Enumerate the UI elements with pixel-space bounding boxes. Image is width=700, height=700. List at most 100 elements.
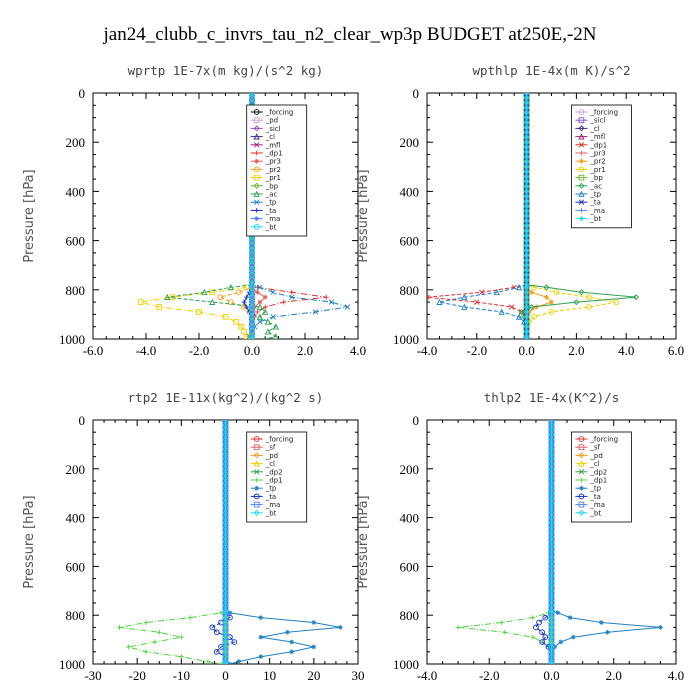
legend-label: _dp1 <box>265 477 283 485</box>
data-point <box>524 198 529 204</box>
y-tick-label: 1000 <box>393 657 419 672</box>
data-point <box>254 309 260 315</box>
series-line <box>535 420 552 664</box>
legend-item-pd: _pd <box>250 452 278 460</box>
data-point <box>553 289 560 296</box>
legend-label: _dp2 <box>265 468 283 476</box>
legend-label: _ta <box>265 207 277 215</box>
legend-marker <box>578 117 585 124</box>
legend-label: _forcing <box>265 109 294 117</box>
legend-marker <box>578 109 585 115</box>
legend-item-pd: _pd <box>250 117 278 125</box>
data-point <box>249 262 255 268</box>
y-tick-label: 0 <box>79 413 86 428</box>
data-point <box>249 329 255 335</box>
data-point <box>518 308 525 315</box>
legend-item-tp: _tp <box>575 191 602 199</box>
legend-label: _pr1 <box>265 174 281 182</box>
data-point <box>156 304 163 310</box>
legend-marker <box>578 501 585 508</box>
data-point <box>249 277 255 283</box>
data-point <box>524 193 529 199</box>
data-point <box>585 294 592 301</box>
data-point <box>524 100 529 106</box>
data-point <box>218 661 224 664</box>
legend-item-forcing: _forcing <box>575 436 618 444</box>
data-point <box>244 294 250 300</box>
data-point <box>524 139 529 145</box>
data-point <box>524 164 529 170</box>
legend-item-pr1: _pr1 <box>575 166 606 174</box>
legend-item-mfl: _mfl <box>250 141 280 149</box>
legend-item-ta: _ta <box>575 199 601 207</box>
legend-label: _pr3 <box>589 150 605 158</box>
legend-item-sicl: _sicl <box>575 117 605 125</box>
x-tick-label: -2.0 <box>479 668 500 683</box>
legend-label: _forcing <box>589 109 618 117</box>
data-point <box>461 293 468 301</box>
legend-label: _ta <box>265 493 277 501</box>
data-point <box>524 319 529 325</box>
data-point <box>524 93 529 96</box>
y-tick-label: 200 <box>66 462 86 477</box>
legend-item-pr1: _pr1 <box>250 174 281 182</box>
data-point <box>536 619 542 626</box>
data-point <box>209 298 216 305</box>
data-point <box>552 644 558 650</box>
data-point <box>284 629 290 635</box>
data-point <box>270 289 276 295</box>
data-point <box>516 283 523 291</box>
data-point <box>249 336 255 339</box>
legend-marker <box>253 199 260 205</box>
data-point <box>344 304 351 310</box>
x-tick-label: -10 <box>173 668 190 683</box>
legend-label: _bp <box>265 182 279 190</box>
x-tick-label: 6.0 <box>668 343 684 358</box>
data-point <box>249 100 255 106</box>
y-axis-label: Pressure [hPa] <box>356 169 371 262</box>
legend-marker <box>254 158 260 164</box>
data-point <box>209 289 216 296</box>
data-point <box>524 125 529 130</box>
data-point <box>524 144 529 150</box>
x-tick-label: 4.0 <box>618 343 634 358</box>
x-tick-label: 2.0 <box>606 668 622 683</box>
panel-title: thlp2 1E-4x(K^2)/s <box>484 390 619 405</box>
series-line <box>439 93 528 339</box>
y-tick-label: 400 <box>66 184 86 199</box>
legend-item-pd: _pd <box>575 452 603 460</box>
data-point <box>258 654 264 660</box>
data-point <box>524 159 529 165</box>
data-point <box>474 299 480 305</box>
x-tick-label: 20 <box>307 668 320 683</box>
data-point <box>524 272 529 278</box>
data-point <box>528 303 535 311</box>
data-point <box>257 299 263 305</box>
data-point <box>605 629 610 635</box>
x-tick-label: 0.0 <box>244 343 260 358</box>
legend-marker <box>578 125 585 132</box>
panel-title: wpthlp 1E-4x(m K)/s^2 <box>472 63 630 78</box>
data-point <box>524 228 529 234</box>
legend-marker <box>253 174 260 181</box>
data-point <box>264 328 272 335</box>
y-tick-label: 0 <box>413 413 420 428</box>
legend-label: _pd <box>265 117 278 125</box>
data-point <box>289 289 295 295</box>
data-point <box>178 654 184 660</box>
legend-label: _forcing <box>265 436 294 444</box>
data-point <box>524 282 529 288</box>
legend-item-ma: _ma <box>575 207 605 215</box>
x-tick-label: -4.0 <box>417 343 438 358</box>
x-tick-label: 0.0 <box>518 343 534 358</box>
data-point <box>249 272 255 278</box>
y-tick-label: 800 <box>400 608 420 623</box>
data-point <box>531 284 537 291</box>
y-tick-label: 400 <box>66 511 86 526</box>
legend-marker <box>253 109 260 115</box>
data-point <box>328 299 335 305</box>
legend-item-tp: _tp <box>250 199 277 207</box>
data-point <box>178 634 184 640</box>
legend-marker <box>578 199 585 205</box>
data-point <box>524 149 529 155</box>
